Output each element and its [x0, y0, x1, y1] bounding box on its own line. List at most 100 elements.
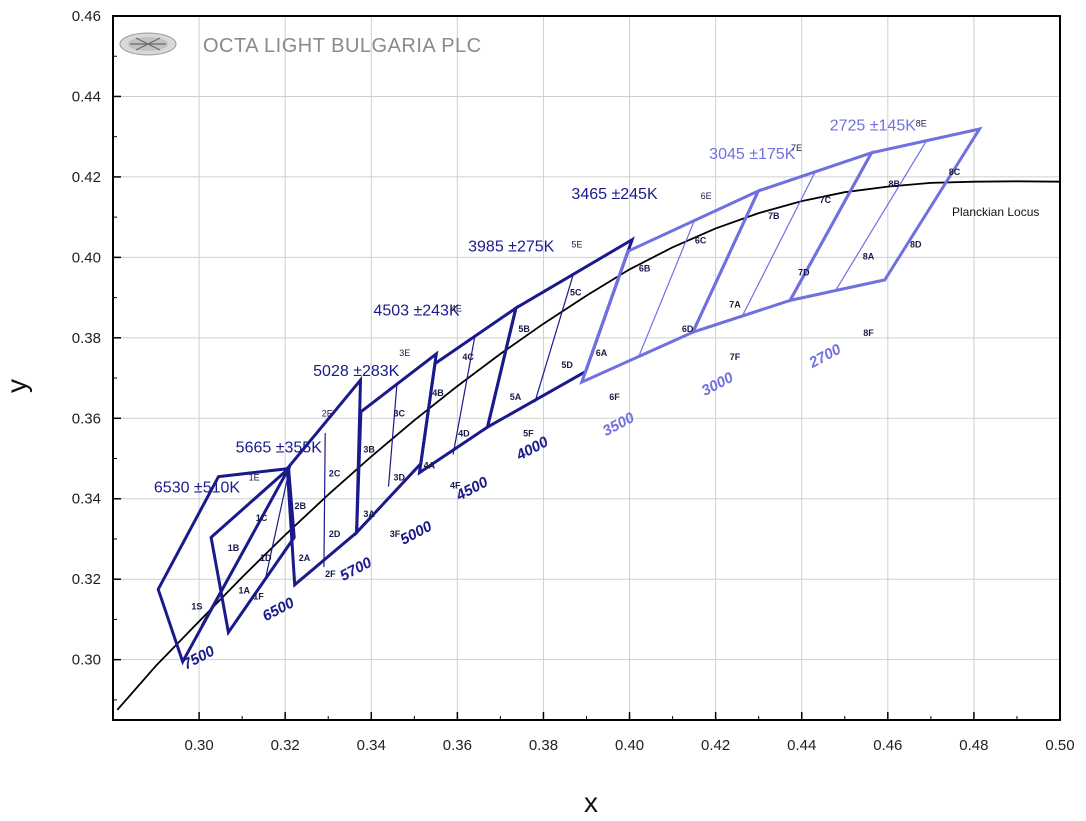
bin-label-2A: 2A	[299, 553, 311, 563]
cct-sup-3E: 3E	[399, 348, 410, 358]
y-tick-label: 0.32	[72, 571, 101, 588]
bin-label-5C: 5C	[570, 288, 582, 298]
bin-label-3C: 3C	[393, 408, 405, 418]
cct-range-5665: 5665 ±355K	[236, 439, 323, 456]
y-tick-label: 0.30	[72, 652, 101, 669]
bin-label-2F: 2F	[325, 569, 336, 579]
x-tick-label: 0.50	[1045, 737, 1074, 754]
bin-label-2B: 2B	[294, 501, 306, 511]
nominal-cct-5700: 5700	[337, 554, 375, 585]
nominal-cct-2700: 2700	[806, 341, 845, 372]
nominal-cct-3000: 3000	[699, 369, 737, 400]
cct-range-5028: 5028 ±283K	[313, 363, 400, 380]
cct-range-3985: 3985 ±275K	[468, 238, 555, 255]
bin-label-5B: 5B	[518, 324, 530, 334]
x-tick-label: 0.46	[873, 737, 902, 754]
x-tick-label: 0.30	[184, 737, 213, 754]
cct-sup-7E: 7E	[791, 143, 802, 153]
y-tick-label: 0.42	[72, 169, 101, 186]
bin-label-6D: 6D	[682, 324, 694, 334]
cct-sup-8E: 8E	[916, 119, 927, 129]
cct-range-2725: 2725 ±145K	[830, 118, 917, 135]
bin-label-7A: 7A	[729, 300, 741, 310]
divider-4000K	[534, 273, 575, 403]
cct-range-3045: 3045 ±175K	[709, 146, 796, 163]
y-tick-label: 0.38	[72, 330, 101, 347]
cct-range-3465: 3465 ±245K	[571, 186, 658, 203]
bin-label-3D: 3D	[393, 473, 405, 483]
bin-label-4F: 4F	[450, 481, 461, 491]
bin-label-7D: 7D	[798, 267, 810, 277]
planckian-locus-line	[116, 180, 1061, 711]
x-tick-label: 0.48	[959, 737, 988, 754]
divider-7500K	[200, 520, 260, 626]
nominal-cct-6500: 6500	[260, 594, 298, 625]
bin-label-1F: 1F	[253, 591, 264, 601]
nominal-cct-5000: 5000	[397, 518, 435, 549]
bin-label-5D: 5D	[561, 360, 573, 370]
cct-range-4503: 4503 ±243K	[373, 303, 460, 320]
bin-label-7B: 7B	[768, 211, 780, 221]
octa-light-logo-icon	[119, 32, 177, 56]
axis-ticks: 0.30 0.32 0.34 0.36 0.38 0.40 0.42 0.44 0.46 0.48…	[72, 8, 1075, 754]
bin-label-7C: 7C	[820, 195, 832, 205]
y-axis-label: y	[1, 379, 32, 393]
y-tick-label: 0.44	[72, 88, 101, 105]
cct-range-labels: 6530 ±510K 5665 ±355K 5028 ±283K 4503 ±243K…	[154, 118, 927, 497]
x-tick-label: 0.36	[443, 737, 472, 754]
quadrangle-2700K	[787, 126, 983, 303]
cct-sup-1E: 1E	[249, 473, 260, 483]
y-tick-label: 0.36	[72, 410, 101, 427]
cct-sup-2E: 2E	[322, 408, 333, 418]
bin-label-3A: 3A	[363, 509, 375, 519]
bin-label-2C: 2C	[329, 469, 341, 479]
bin-labels: 1S 1A 1B 1C 1D 1F 2A 2B 2C 2D 2F 3A 3B 3C 3D 3F 4A 4B 4C 4D…	[191, 167, 960, 611]
x-tick-label: 0.34	[357, 737, 386, 754]
bin-label-1S: 1S	[191, 601, 202, 611]
company-logo: OCTA LIGHT BULGARIA PLC	[119, 32, 482, 57]
bin-label-8A: 8A	[863, 251, 875, 261]
divider-3000K	[740, 172, 816, 318]
x-tick-label: 0.40	[615, 737, 644, 754]
x-axis-label: x	[584, 787, 598, 818]
quadrangle-3000K	[689, 150, 875, 335]
bin-label-8D: 8D	[910, 239, 922, 249]
planckian-locus	[116, 180, 1061, 711]
divider-3500K	[637, 220, 695, 359]
bin-label-1D: 1D	[260, 553, 272, 563]
cct-sup-4E: 4E	[451, 304, 462, 314]
bin-label-3B: 3B	[363, 444, 375, 454]
bin-label-4B: 4B	[432, 388, 444, 398]
nominal-cct-4500: 4500	[453, 473, 492, 504]
logo-text: OCTA LIGHT BULGARIA PLC	[203, 35, 482, 57]
cct-sup-6E: 6E	[701, 191, 712, 201]
divider-4500K	[452, 337, 476, 455]
x-tick-label: 0.44	[787, 737, 816, 754]
bin-label-5F: 5F	[523, 428, 534, 438]
y-tick-label: 0.46	[72, 8, 101, 25]
bin-label-4C: 4C	[462, 352, 474, 362]
cct-sup-5E: 5E	[571, 239, 582, 249]
bin-label-1B: 1B	[228, 543, 240, 553]
x-tick-label: 0.42	[701, 737, 730, 754]
x-tick-label: 0.32	[271, 737, 300, 754]
bin-label-4A: 4A	[424, 461, 436, 471]
cct-range-6530: 6530 ±510K	[154, 480, 241, 497]
bin-label-1A: 1A	[239, 585, 251, 595]
divider-5000K	[387, 382, 398, 487]
bin-label-1C: 1C	[256, 513, 268, 523]
bin-label-7F: 7F	[730, 352, 741, 362]
y-tick-label: 0.40	[72, 249, 101, 266]
locus-label: Planckian Locus	[952, 205, 1039, 219]
bin-label-8C: 8C	[949, 167, 961, 177]
divider-5700K	[323, 433, 326, 568]
quadrangle-6500K	[209, 465, 296, 637]
bin-label-6F: 6F	[609, 392, 620, 402]
bin-label-6A: 6A	[596, 348, 608, 358]
y-tick-label: 0.34	[72, 491, 101, 508]
divider-2700K	[835, 140, 928, 290]
bin-label-8F: 8F	[863, 328, 874, 338]
bin-label-3F: 3F	[390, 529, 401, 539]
